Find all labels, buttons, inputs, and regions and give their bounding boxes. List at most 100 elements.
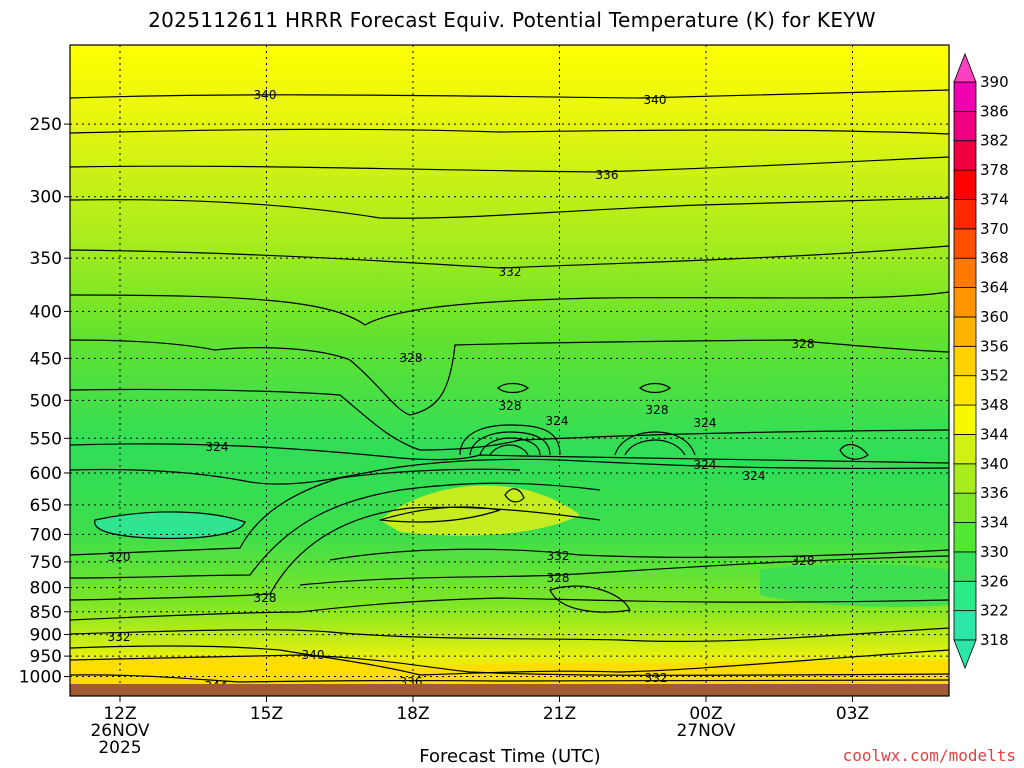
colorbar-segment-374 (953, 169, 977, 200)
contour-label-0: 340 (254, 88, 277, 102)
colorbar-label-368: 368 (980, 249, 1009, 267)
y-tick-label-750: 750 (30, 553, 62, 573)
contour-label-9: 324 (694, 416, 717, 430)
colorbar-segment-356 (953, 316, 977, 347)
contour-label-18: 332 (108, 630, 131, 644)
contour-label-13: 328 (792, 554, 815, 568)
colorbar-segment-352 (953, 345, 977, 377)
contour-label-15: 332 (547, 549, 570, 563)
colorbar-label-370: 370 (980, 220, 1009, 238)
colorbar-label-344: 344 (980, 425, 1009, 443)
contour-lines (69, 89, 950, 683)
contour-332 (69, 245, 950, 269)
colorbar-segment-344 (953, 404, 977, 435)
colorbar-segment-378 (953, 140, 977, 171)
colorbar-label-390: 390 (980, 73, 1009, 91)
contour-label-4: 328 (792, 337, 815, 351)
eye-contour-1 (497, 382, 530, 394)
colorbar-label-356: 356 (980, 337, 1009, 355)
contour-340-low (69, 654, 950, 676)
colorbar-segment-386 (953, 81, 977, 112)
contour-label-2: 336 (596, 168, 619, 182)
closed-contour-small (839, 443, 869, 460)
grid-lines (70, 45, 949, 696)
y-tick-label-450: 450 (30, 349, 62, 369)
colorbar-label-330: 330 (980, 543, 1009, 561)
colorbar-segment-368 (953, 228, 977, 259)
plot-frame (69, 44, 950, 697)
colorbar-label-348: 348 (980, 396, 1009, 414)
contour-344 (69, 674, 950, 683)
contour-label-10: 324 (694, 458, 717, 472)
x-tick-sublabel-4-0: 27NOV (676, 721, 735, 741)
y-axis: 250 300 350 400 450 500 550 600 650 700 750 800 850 9… (19, 115, 70, 688)
contour-label-5: 328 (400, 351, 423, 365)
contour-326 (69, 388, 950, 451)
contour-336-low (69, 645, 950, 676)
contour-334 (69, 197, 950, 219)
plot-area: 340 340 336 332 328 328 328 324 324 324 324 328 324 3… (69, 44, 950, 697)
contour-label-19: 340 (302, 648, 325, 662)
y-tick-label-900: 900 (30, 626, 62, 646)
colorbar-label-382: 382 (980, 132, 1009, 150)
yellow-mid-pocket (380, 485, 580, 536)
contour-label-14: 320 (108, 550, 131, 564)
contour-322 (69, 458, 950, 485)
yellow-surface-band (70, 655, 949, 684)
closed-contour-right (549, 585, 631, 613)
contour-324-lower (69, 506, 601, 601)
colorbar-segment-370 (953, 199, 977, 230)
contour-328 (69, 339, 950, 416)
contour-328-lower (299, 555, 950, 586)
contour-labels: 340 340 336 332 328 328 328 324 324 324 324 328 324 3… (108, 88, 815, 693)
teal-pocket (94, 511, 246, 539)
closed-contour-peak (504, 488, 525, 503)
colorbar-segment-326 (953, 551, 977, 582)
colorbar-label-336: 336 (980, 484, 1009, 502)
colorbar-max-triangle (953, 52, 977, 83)
colorbar-label-322: 322 (980, 602, 1009, 620)
y-tick-label-250: 250 (30, 115, 62, 135)
colorbar-label-378: 378 (980, 161, 1009, 179)
contour-330 (69, 291, 950, 326)
y-tick-label-500: 500 (30, 391, 62, 411)
colorbar-label-386: 386 (980, 102, 1009, 120)
eye-contour-2 (638, 382, 672, 394)
contour-label-12: 324 (743, 469, 766, 483)
contour-label-3: 332 (499, 265, 522, 279)
x-tick-label-4: 00Z (689, 704, 722, 724)
contour-label-22: 332 (645, 671, 668, 685)
contour-330-lower (69, 597, 950, 621)
y-tick-label-600: 600 (30, 464, 62, 484)
green-pocket-right (760, 564, 949, 607)
contour-322-lower (69, 482, 601, 579)
x-tick-sublabel-0-0: 26NOV (90, 721, 149, 741)
colorbar-segment-348 (953, 375, 977, 406)
y-tick-label-550: 550 (30, 429, 62, 449)
contour-338 (69, 128, 950, 135)
contour-332-mid (329, 548, 950, 561)
contour-label-11: 328 (646, 403, 669, 417)
x-tick-label-2: 18Z (396, 704, 429, 724)
x-tick-label-3: 21Z (543, 704, 576, 724)
y-tick-label-650: 650 (30, 496, 62, 516)
colorbar-segment-340 (953, 434, 977, 465)
chart-title: 2025112611 HRRR Forecast Equiv. Potentia… (148, 8, 876, 32)
colorbar-segment-318 (953, 610, 977, 641)
y-tick-label-400: 400 (30, 302, 62, 322)
contour-320 (69, 468, 521, 556)
contour-332-low (69, 627, 950, 643)
colorbar-label-352: 352 (980, 367, 1009, 385)
colorbar-segment-336 (953, 463, 977, 494)
colorbar-segment-382 (953, 110, 977, 142)
y-tick-label-300: 300 (30, 188, 62, 208)
closed-contour-left-teal (94, 511, 246, 539)
y-tick-label-700: 700 (30, 525, 62, 545)
x-tick-sublabel-0-1: 2025 (98, 738, 141, 758)
y-tick-label-950: 950 (30, 647, 62, 667)
colorbar-segment-322 (953, 580, 977, 612)
contour-label-8: 324 (206, 440, 229, 454)
colorbar-label-364: 364 (980, 279, 1009, 297)
